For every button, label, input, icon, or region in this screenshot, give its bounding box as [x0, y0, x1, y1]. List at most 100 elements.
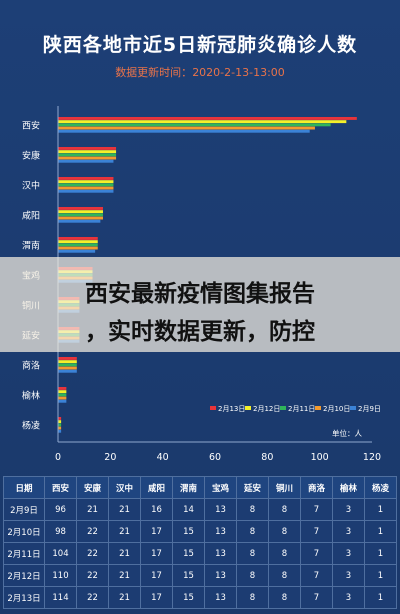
table-header-cell: 日期	[3, 476, 45, 499]
bar-8-0	[58, 357, 77, 360]
category-label-4: 渭南	[22, 240, 40, 252]
table-cell: 7	[300, 520, 333, 543]
bar-10-0	[58, 417, 62, 420]
bar-10-1	[58, 420, 62, 424]
bar-0-1	[58, 120, 347, 124]
table-cell: 7	[300, 586, 333, 609]
table-cell: 8	[236, 498, 269, 521]
table-cell: 114	[44, 586, 77, 609]
table-cell: 8	[268, 564, 301, 587]
table-cell: 17	[140, 520, 173, 543]
bar-2-2	[58, 183, 114, 187]
bar-3-3	[58, 216, 103, 220]
bar-3-2	[58, 213, 103, 217]
table-cell: 7	[300, 564, 333, 587]
bar-0-3	[58, 126, 315, 130]
table-cell: 13	[204, 542, 237, 565]
bar-4-4	[58, 249, 96, 253]
table-cell: 8	[268, 498, 301, 521]
bar-1-2	[58, 153, 117, 157]
table-cell: 15	[172, 520, 205, 543]
unit-label: 单位：人	[332, 428, 362, 438]
bar-4-2	[58, 243, 98, 247]
table-cell: 21	[108, 542, 141, 565]
bar-10-3	[58, 426, 62, 430]
table-cell: 16	[140, 498, 173, 521]
table-cell: 13	[204, 586, 237, 609]
table-cell: 21	[108, 564, 141, 587]
table-cell: 14	[172, 498, 205, 521]
table-cell: 22	[76, 564, 109, 587]
table-cell: 15	[172, 586, 205, 609]
overlay-banner	[0, 257, 400, 352]
table-cell: 1	[364, 520, 397, 543]
table-cell: 13	[204, 498, 237, 521]
bar-3-4	[58, 219, 101, 223]
table-cell: 2月13日	[3, 586, 45, 609]
table-cell: 96	[44, 498, 77, 521]
table-header-cell: 榆林	[332, 476, 365, 499]
bar-9-1	[58, 390, 67, 394]
category-label-8: 商洛	[22, 360, 40, 372]
bar-9-4	[58, 399, 67, 403]
bar-9-0	[58, 387, 67, 390]
legend-label-0: 2月13日	[218, 405, 245, 413]
table-cell: 22	[76, 520, 109, 543]
table-cell: 8	[236, 542, 269, 565]
x-tick-label-1: 20	[104, 452, 116, 463]
legend-label-4: 2月9日	[358, 405, 381, 413]
table-body: 2月9日 96 21 21 16 14 13 8 8 7 3 1 2月10日 98 22 21 17 15 13 8 8…	[3, 498, 397, 609]
table-cell: 22	[76, 586, 109, 609]
bar-8-4	[58, 369, 77, 373]
bar-2-3	[58, 186, 114, 190]
bar-9-3	[58, 396, 67, 400]
bar-3-0	[58, 207, 103, 210]
page-title: 陕西各地市近5日新冠肺炎确诊人数	[42, 34, 358, 56]
table-header-row: 日期 西安 安康 汉中 咸阳 渭南 宝鸡 延安 铜川 商洛 榆林 杨凌	[3, 476, 397, 499]
table-cell: 8	[236, 520, 269, 543]
table-cell: 13	[204, 520, 237, 543]
bar-9-2	[58, 393, 67, 397]
table-cell: 2月10日	[3, 520, 45, 543]
legend-swatch-3	[315, 406, 321, 410]
table-cell: 1	[364, 498, 397, 521]
table-cell: 15	[172, 542, 205, 565]
bar-10-4	[58, 429, 62, 433]
table-cell: 2月12日	[3, 564, 45, 587]
table-cell: 21	[108, 498, 141, 521]
table-cell: 15	[172, 564, 205, 587]
bar-2-0	[58, 177, 114, 180]
x-tick-label-5: 100	[311, 452, 329, 463]
update-time: 2020-2-13-13:00	[192, 66, 285, 79]
table-cell: 8	[268, 542, 301, 565]
table-cell: 22	[76, 542, 109, 565]
table-cell: 110	[44, 564, 77, 587]
table-row: 2月9日 96 21 21 16 14 13 8 8 7 3 1	[3, 498, 397, 521]
bar-8-2	[58, 363, 77, 367]
table-cell: 1	[364, 586, 397, 609]
table-cell: 98	[44, 520, 77, 543]
x-tick-label-2: 40	[157, 452, 169, 463]
legend-swatch-1	[245, 406, 251, 410]
bar-1-0	[58, 147, 117, 150]
update-label: 数据更新时间：	[115, 66, 193, 79]
table-header-cell: 延安	[236, 476, 269, 499]
table-header-cell: 安康	[76, 476, 109, 499]
table-row: 2月10日 98 22 21 17 15 13 8 8 7 3 1	[3, 520, 397, 543]
category-label-0: 西安	[22, 120, 40, 132]
x-tick-label-4: 80	[261, 452, 273, 463]
bar-8-1	[58, 360, 77, 364]
legend-swatch-4	[350, 406, 356, 410]
banner-line-1: 西安最新疫情图集报告	[85, 281, 315, 307]
table-cell: 3	[332, 564, 365, 587]
data-table: 日期 西安 安康 汉中 咸阳 渭南 宝鸡 延安 铜川 商洛 榆林 杨凌 2月9日 96 21 21 16 14 1…	[3, 476, 397, 609]
table-row: 2月13日 114 22 21 17 15 13 8 8 7 3 1	[3, 586, 397, 609]
bar-1-1	[58, 150, 117, 154]
bar-4-3	[58, 246, 98, 250]
table-cell: 3	[332, 498, 365, 521]
table-header-cell: 铜川	[268, 476, 301, 499]
table-cell: 8	[236, 586, 269, 609]
table-header-cell: 渭南	[172, 476, 205, 499]
bar-0-4	[58, 129, 310, 133]
category-label-1: 安康	[22, 150, 40, 162]
